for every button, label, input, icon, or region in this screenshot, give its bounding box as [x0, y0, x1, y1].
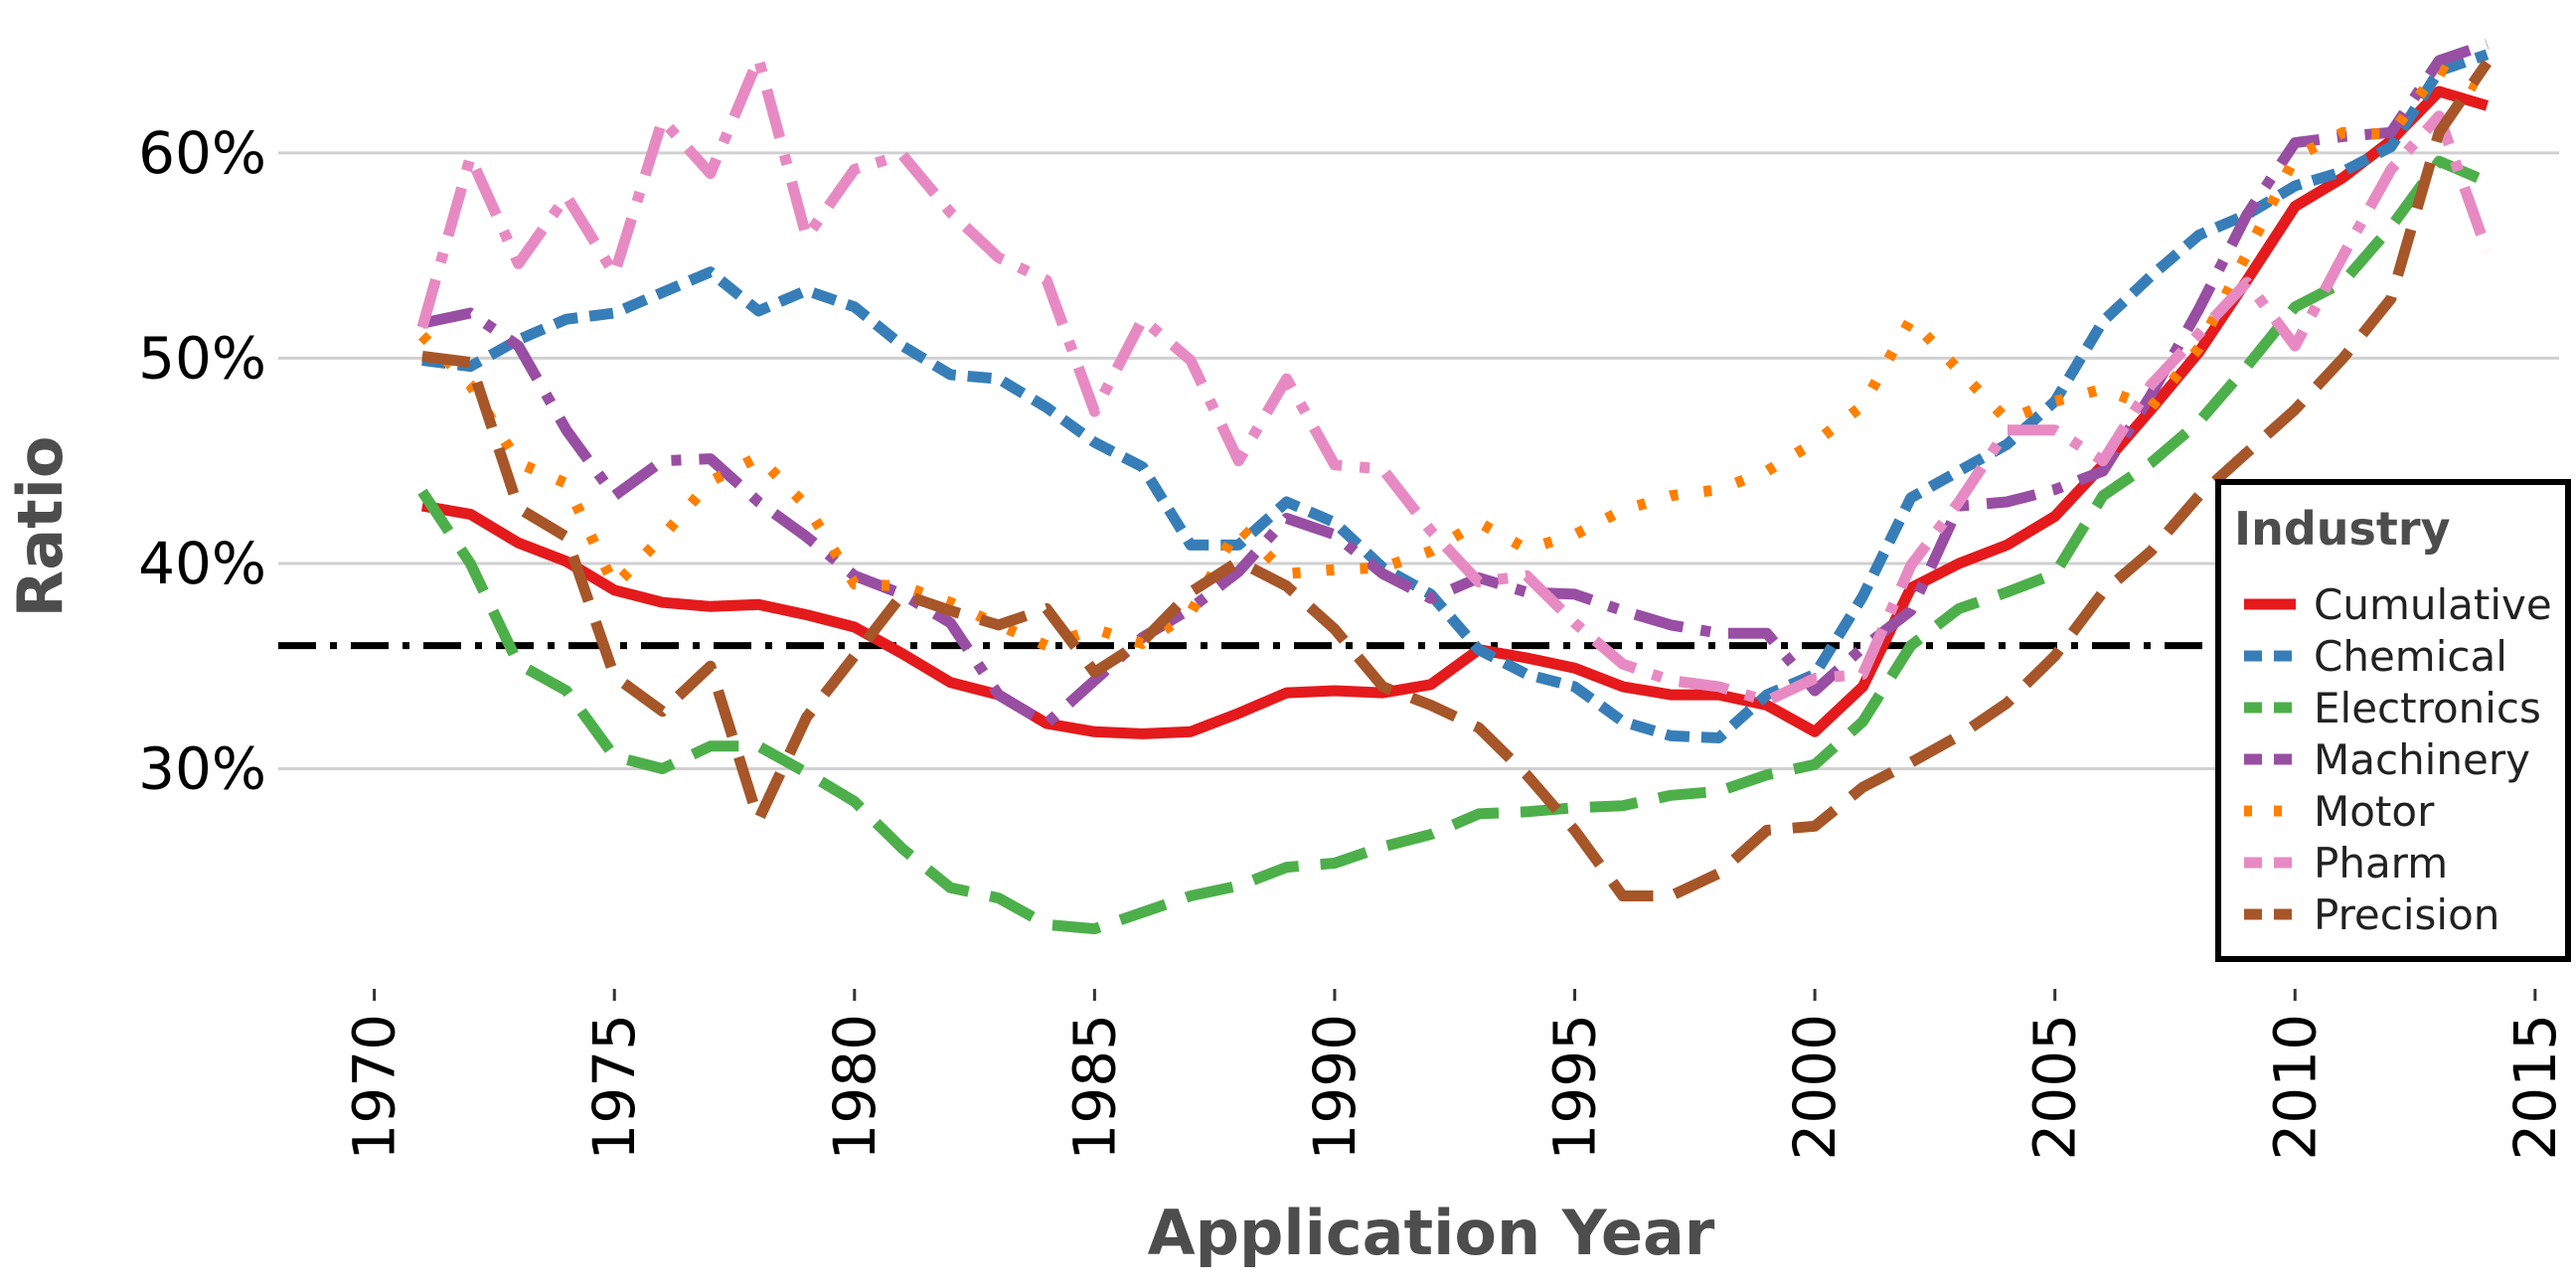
series-line-machinery	[420, 39, 2490, 729]
legend-title: Industry	[2234, 502, 2451, 556]
y-axis-ticks: 30% 40% 50% 60%	[138, 119, 266, 803]
series-line-precision	[421, 59, 2493, 901]
x-tick-label: 2005	[2021, 1014, 2089, 1161]
x-tick-label: 2015	[2501, 1014, 2569, 1161]
x-tick-label: 2000	[1781, 1014, 1849, 1161]
x-tick-label: 1990	[1301, 1014, 1368, 1161]
x-tick-label: 1970	[341, 1014, 408, 1161]
series-line-chemical	[421, 49, 2490, 743]
y-axis-title: Ratio	[4, 435, 77, 617]
x-tick-label: 1995	[1541, 1014, 1609, 1161]
legend-label-cumulative: Cumulative	[2314, 580, 2552, 629]
legend-label-electronics: Electronics	[2314, 684, 2541, 732]
series-line-motor	[417, 63, 2490, 652]
y-gridlines	[278, 151, 2559, 770]
legend: Industry CumulativeChemicalElectronicsMa…	[2215, 479, 2571, 962]
series-line-pharm	[416, 53, 2493, 707]
legend-label-machinery: Machinery	[2314, 735, 2530, 784]
x-axis-ticks: 1970 1975 1980 1985 1990 1995 2000 2005 2010 2015	[341, 989, 2569, 1161]
series-line-cumulative	[420, 85, 2490, 739]
legend-label-pharm: Pharm	[2314, 839, 2448, 887]
legend-items: CumulativeChemicalElectronicsMachineryMo…	[2244, 580, 2552, 939]
x-axis-title: Application Year	[1148, 1197, 1715, 1269]
x-tick-label: 1980	[821, 1014, 888, 1161]
x-tick-label: 1975	[580, 1014, 648, 1161]
legend-label-precision: Precision	[2314, 890, 2499, 939]
legend-label-motor: Motor	[2314, 787, 2435, 836]
legend-label-chemical: Chemical	[2314, 632, 2507, 681]
x-tick-label: 1985	[1060, 1014, 1128, 1161]
y-tick-label: 50%	[138, 324, 266, 392]
series-lines	[416, 39, 2493, 935]
x-tick-label: 2010	[2261, 1014, 2329, 1161]
series-line-electronics	[417, 155, 2490, 935]
y-tick-label: 30%	[138, 734, 266, 802]
y-tick-label: 40%	[138, 530, 266, 597]
y-tick-label: 60%	[138, 119, 266, 187]
legend-box	[2215, 479, 2571, 962]
